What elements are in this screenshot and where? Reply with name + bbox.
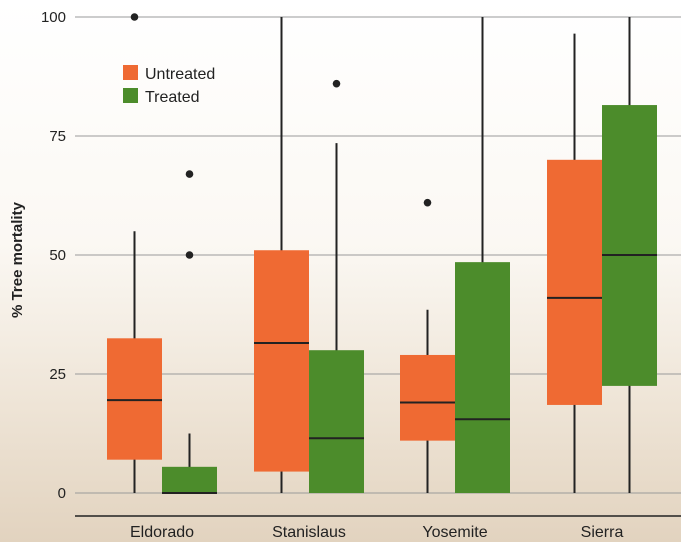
box-treated-stanislaus bbox=[309, 350, 364, 493]
x-tick-labels: Eldorado Stanislaus Yosemite Sierra bbox=[130, 524, 623, 541]
box-treated-eldorado bbox=[162, 466, 217, 493]
y-tick-label-25: 25 bbox=[49, 366, 66, 383]
box-untreated-sierra bbox=[547, 159, 602, 405]
y-tick-label-100: 100 bbox=[41, 9, 66, 26]
x-tick-label-stanislaus: Stanislaus bbox=[272, 524, 346, 541]
legend-label-untreated: Untreated bbox=[145, 66, 215, 83]
y-tick-label-0: 0 bbox=[58, 485, 66, 502]
outlier-treated-eldorado-1 bbox=[185, 170, 194, 178]
legend: Untreated Treated bbox=[123, 65, 215, 106]
x-tick-label-eldorado: Eldorado bbox=[130, 524, 194, 541]
x-tick-label-yosemite: Yosemite bbox=[422, 524, 487, 541]
box-untreated-stanislaus bbox=[254, 250, 309, 472]
x-tick-label-sierra: Sierra bbox=[581, 524, 624, 541]
boxes bbox=[107, 13, 657, 494]
y-tick-label-75: 75 bbox=[49, 128, 66, 145]
outlier-untreated-eldorado-0 bbox=[130, 13, 139, 21]
box-treated-yosemite bbox=[455, 262, 510, 493]
outlier-treated-stanislaus-0 bbox=[332, 79, 341, 88]
legend-swatch-untreated bbox=[123, 65, 138, 80]
y-axis-label: % Tree mortality bbox=[9, 201, 26, 318]
box-treated-sierra bbox=[602, 105, 657, 386]
box-untreated-yosemite bbox=[400, 354, 455, 441]
y-tick-label-50: 50 bbox=[49, 247, 66, 264]
legend-swatch-treated bbox=[123, 88, 138, 103]
box-untreated-eldorado bbox=[107, 338, 162, 460]
outlier-treated-eldorado-0 bbox=[185, 251, 194, 259]
y-tick-labels: 0 25 50 75 100 bbox=[41, 9, 66, 502]
legend-label-treated: Treated bbox=[145, 89, 200, 106]
outlier-untreated-yosemite-0 bbox=[423, 198, 432, 207]
